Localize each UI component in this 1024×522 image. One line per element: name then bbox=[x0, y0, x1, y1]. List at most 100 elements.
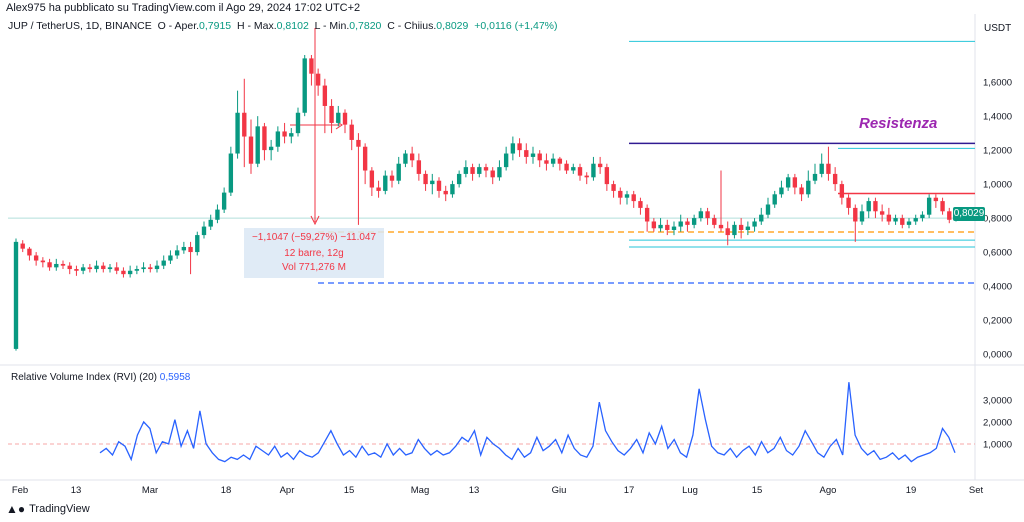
candle-body bbox=[336, 112, 341, 123]
candle-body bbox=[369, 170, 375, 188]
candle-body bbox=[772, 194, 777, 205]
candle-body bbox=[67, 265, 72, 270]
rvi-legend: Relative Volume Index (RVI) (20) 0,5958 bbox=[11, 372, 190, 383]
candle-body bbox=[537, 153, 542, 161]
candle-body bbox=[604, 167, 610, 185]
rvi-title: Relative Volume Index (RVI) (20) bbox=[11, 372, 157, 383]
candle-body bbox=[544, 160, 549, 164]
candle-body bbox=[759, 214, 764, 222]
time-tick-label: Lug bbox=[682, 485, 698, 496]
candle-body bbox=[658, 224, 663, 229]
candle-body bbox=[235, 112, 240, 154]
time-tick-label: Set bbox=[969, 485, 984, 496]
candle-body bbox=[483, 167, 489, 171]
candle-body bbox=[691, 218, 697, 225]
candle-body bbox=[54, 263, 59, 268]
rvi-value: 0,5958 bbox=[159, 372, 191, 383]
low-label: L - Min. bbox=[314, 20, 350, 32]
candle-body bbox=[228, 153, 234, 193]
candle-body bbox=[356, 139, 361, 147]
candle-body bbox=[644, 207, 650, 222]
close-label: C - Chiius. bbox=[387, 20, 437, 32]
time-tick-label: 15 bbox=[752, 485, 763, 496]
close-value: 0,8029 bbox=[436, 20, 469, 32]
candle-body bbox=[148, 267, 153, 270]
candle-body bbox=[510, 143, 516, 154]
time-tick-label: 13 bbox=[469, 485, 480, 496]
candle-body bbox=[33, 255, 39, 261]
candle-body bbox=[403, 153, 408, 164]
candle-body bbox=[101, 265, 106, 270]
candle-body bbox=[121, 270, 126, 275]
candle-body bbox=[873, 201, 878, 212]
candle-body bbox=[87, 267, 93, 270]
candle-body bbox=[463, 167, 469, 174]
candle-body bbox=[792, 177, 798, 188]
candle-body bbox=[524, 150, 529, 157]
candle-body bbox=[503, 153, 509, 168]
publisher-line: Alex975 ha pubblicato su TradingView.com… bbox=[6, 2, 361, 14]
candle-body bbox=[27, 248, 32, 256]
candle-body bbox=[752, 221, 757, 227]
candle-body bbox=[940, 201, 945, 212]
time-tick-label: Feb bbox=[12, 485, 28, 496]
candle-body bbox=[846, 197, 851, 208]
candle-body bbox=[839, 184, 845, 198]
candle-body bbox=[698, 211, 704, 219]
candle-body bbox=[826, 163, 831, 174]
candle-body bbox=[859, 211, 865, 222]
high-value: 0,8102 bbox=[276, 20, 309, 32]
candle-body bbox=[329, 105, 334, 123]
candle-body bbox=[201, 226, 207, 236]
rvi-line bbox=[99, 382, 956, 463]
candle-body bbox=[738, 224, 744, 230]
candle-body bbox=[725, 228, 730, 236]
candle-body bbox=[947, 211, 952, 220]
candle-body bbox=[564, 163, 569, 171]
measure-line1: −1,1047 (−59,27%) −11.047 bbox=[252, 232, 377, 243]
candle-body bbox=[107, 267, 113, 270]
tradingview-logo-icon: ▲● bbox=[6, 502, 26, 516]
candle-body bbox=[906, 221, 912, 225]
candle-body bbox=[577, 167, 583, 176]
candle-body bbox=[705, 211, 710, 219]
candle-body bbox=[477, 167, 482, 174]
candle-body bbox=[275, 131, 281, 147]
price-tick-label: 1,4000 bbox=[983, 112, 1012, 123]
candle-body bbox=[712, 218, 717, 225]
candle-body bbox=[315, 73, 321, 86]
candle-body bbox=[309, 58, 314, 74]
candle-body bbox=[188, 246, 193, 253]
candle-body bbox=[490, 170, 495, 178]
price-tick-label: 0,0000 bbox=[983, 350, 1012, 361]
candle-body bbox=[866, 201, 871, 212]
candle-body bbox=[530, 153, 536, 157]
measure-arrow-head bbox=[310, 215, 320, 226]
candle-body bbox=[416, 160, 422, 174]
candle-body bbox=[779, 187, 784, 195]
candle-body bbox=[13, 241, 19, 349]
candle-body bbox=[618, 190, 623, 198]
candle-body bbox=[678, 221, 683, 227]
candle-body bbox=[396, 163, 401, 181]
candle-body bbox=[362, 146, 368, 171]
time-tick-label: Mar bbox=[142, 485, 158, 496]
candle-body bbox=[322, 85, 328, 106]
symbol-legend: JUP / TetherUS, 1D, BINANCE O - Aper.0,7… bbox=[8, 20, 558, 32]
candle-body bbox=[671, 226, 677, 230]
price-tick-label: 1,2000 bbox=[983, 146, 1012, 157]
candle-body bbox=[550, 158, 556, 164]
candle-body bbox=[638, 201, 643, 208]
candle-body bbox=[430, 180, 435, 185]
candle-body bbox=[141, 267, 146, 270]
open-label: O - Aper. bbox=[157, 20, 200, 32]
high-label: H - Max. bbox=[237, 20, 277, 32]
candle-body bbox=[879, 211, 885, 215]
symbol-name: JUP / TetherUS, 1D, BINANCE bbox=[8, 20, 152, 32]
candle-body bbox=[732, 224, 737, 236]
candle-body bbox=[174, 250, 180, 256]
candle-body bbox=[242, 112, 247, 137]
candle-body bbox=[423, 173, 428, 185]
candle-body bbox=[651, 221, 657, 229]
